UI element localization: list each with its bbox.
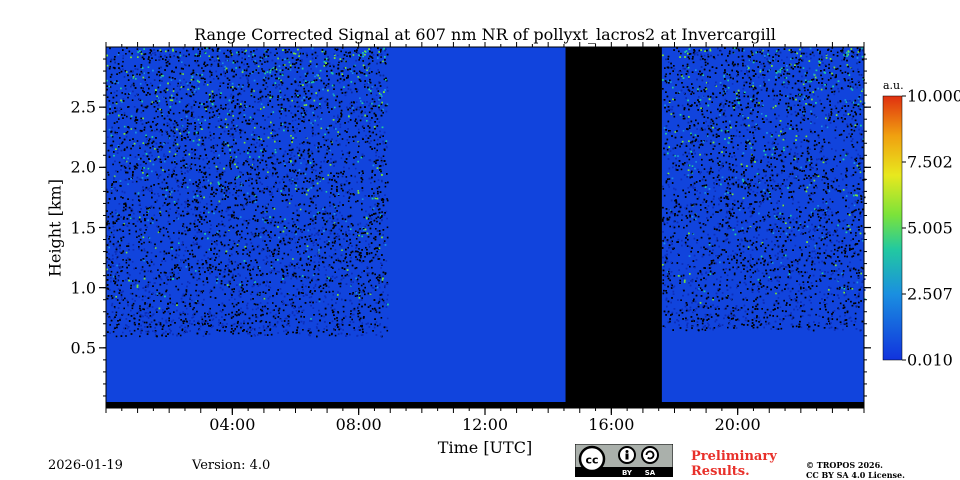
y-tick-label-4: 2.5 (70, 97, 96, 117)
colorbar-tick-label-3: 7.502 (907, 152, 953, 172)
ground-strip (106, 402, 864, 408)
cc-icon-label: cc (585, 454, 598, 467)
no-data-gap-0 (565, 47, 662, 408)
colorbar-tick-label-4: 10.000 (907, 86, 960, 106)
colorbar-units: a.u. (883, 79, 904, 92)
cc-icon (578, 445, 606, 473)
by-label: BY (622, 469, 633, 477)
footer-version: Version: 4.0 (192, 458, 271, 473)
y-tick-label-2: 1.5 (70, 218, 96, 237)
noise-region-0 (106, 47, 389, 338)
sa-icon (641, 446, 659, 464)
y-tick-label-0: 0.5 (70, 338, 96, 358)
preliminary-results-note: Preliminary Results. (691, 449, 777, 479)
chart-title: Range Corrected Signal at 607 nm NR of p… (194, 25, 776, 44)
colorbar-tick-label-2: 5.005 (907, 218, 953, 238)
cc-license-badge: cc BY SA (575, 444, 673, 477)
y-tick-label-1: 1.0 (70, 278, 96, 298)
noise-region-2 (661, 47, 866, 332)
copyright-notice: © TROPOS 2026. CC BY SA 4.0 License. (806, 460, 905, 480)
x-tick-label-3: 16:00 (588, 415, 635, 434)
y-tick-label-3: 2.0 (70, 157, 96, 177)
x-tick-label-0: 04:00 (209, 415, 256, 434)
colorbar-tick-label-0: 0.010 (907, 350, 953, 370)
colorbar (882, 95, 903, 361)
x-tick-label-2: 12:00 (461, 415, 509, 434)
x-tick-label-4: 20:00 (714, 415, 761, 434)
x-tick-label-1: 08:00 (335, 415, 382, 434)
footer-date: 2026-01-19 (48, 458, 123, 473)
x-axis-label: Time [UTC] (437, 438, 533, 457)
colorbar-tick-label-1: 2.507 (907, 284, 953, 304)
sa-label: SA (645, 469, 656, 477)
